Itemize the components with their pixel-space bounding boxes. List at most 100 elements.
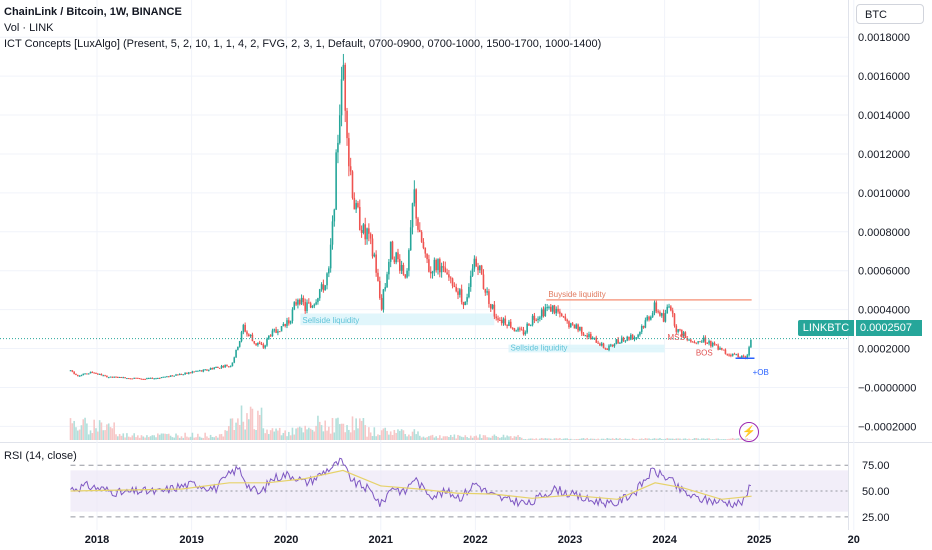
volume-bar bbox=[73, 420, 75, 440]
candle-body bbox=[426, 253, 428, 260]
candle-body bbox=[424, 247, 427, 254]
candle-body bbox=[722, 349, 725, 351]
volume-legend[interactable]: Vol · LINK bbox=[4, 22, 54, 34]
rsi-tick-label: 75.00 bbox=[862, 460, 890, 472]
volume-bar bbox=[717, 438, 719, 440]
volume-bar bbox=[298, 426, 301, 440]
volume-bar bbox=[415, 434, 417, 440]
candle-body bbox=[293, 302, 296, 310]
candle-body bbox=[229, 366, 232, 368]
volume-bar bbox=[706, 438, 709, 440]
volume-bar bbox=[127, 436, 130, 440]
volume-bar bbox=[382, 428, 385, 440]
volume-bar bbox=[231, 418, 234, 440]
last-price-tag: 0.0002507 bbox=[856, 320, 922, 336]
symbol-title[interactable]: ChainLink / Bitcoin, 1W, BINANCE bbox=[4, 6, 182, 18]
sellside-liquidity-zone bbox=[300, 313, 495, 326]
candle-body bbox=[477, 266, 479, 271]
candle-body bbox=[409, 227, 412, 251]
volume-bar bbox=[75, 427, 77, 440]
volume-bar bbox=[157, 433, 159, 440]
candle-body bbox=[595, 337, 598, 343]
candle-body bbox=[177, 374, 179, 376]
candle-body bbox=[690, 339, 692, 342]
volume-bar bbox=[486, 437, 488, 440]
candle-body bbox=[104, 375, 106, 377]
volume-bar bbox=[107, 423, 110, 440]
candle-body bbox=[442, 266, 445, 268]
candle-body bbox=[419, 229, 421, 233]
volume-bar bbox=[595, 439, 598, 440]
candle-body bbox=[257, 342, 259, 346]
candle-body bbox=[89, 371, 92, 374]
candle-body bbox=[129, 378, 132, 380]
rsi-ma-line bbox=[70, 469, 752, 500]
candle-body bbox=[133, 377, 135, 379]
volume-bar bbox=[348, 429, 350, 440]
volume-bar bbox=[739, 438, 741, 440]
candle-body bbox=[475, 258, 478, 267]
volume-bar bbox=[648, 438, 650, 440]
volume-bar bbox=[488, 437, 490, 440]
volume-bar bbox=[562, 438, 565, 440]
volume-bar bbox=[544, 438, 547, 440]
volume-bar bbox=[637, 439, 639, 440]
candle-body bbox=[113, 376, 115, 378]
candle-body bbox=[504, 318, 507, 325]
volume-bar bbox=[548, 438, 550, 440]
candle-body bbox=[719, 347, 721, 350]
volume-bar bbox=[137, 435, 139, 440]
volume-bar bbox=[409, 436, 412, 440]
candle-body bbox=[750, 339, 752, 348]
volume-bar bbox=[278, 427, 281, 440]
candle-body bbox=[540, 309, 543, 318]
volume-bar bbox=[591, 438, 594, 440]
rsi-legend[interactable]: RSI (14, close) bbox=[4, 450, 77, 462]
volume-bar bbox=[722, 439, 725, 440]
volume-bar bbox=[100, 422, 103, 440]
candle-body bbox=[746, 355, 749, 360]
volume-bar bbox=[173, 437, 176, 440]
rsi-tick-label: 25.00 bbox=[862, 512, 890, 524]
volume-bar bbox=[462, 437, 465, 440]
candle-body bbox=[488, 291, 490, 304]
candle-body bbox=[537, 318, 539, 321]
volume-bar bbox=[713, 439, 716, 440]
candle-body bbox=[726, 353, 729, 355]
indicator-legend[interactable]: ICT Concepts [LuxAlgo] (Present, 5, 2, 1… bbox=[4, 38, 602, 50]
volume-bar bbox=[393, 429, 396, 440]
volume-bar bbox=[644, 438, 647, 440]
candle-body bbox=[231, 362, 234, 367]
candle-body bbox=[366, 228, 368, 240]
volume-bar bbox=[149, 436, 152, 440]
volume-bar bbox=[671, 438, 674, 440]
volume-bar bbox=[566, 438, 568, 440]
volume-bar bbox=[288, 431, 290, 440]
candle-body bbox=[575, 324, 578, 329]
candle-body bbox=[166, 376, 168, 378]
candle-body bbox=[624, 340, 627, 342]
candle-body bbox=[351, 171, 354, 198]
candle-body bbox=[380, 297, 383, 310]
candle-body bbox=[535, 319, 538, 321]
currency-button[interactable]: BTC bbox=[856, 4, 924, 24]
volume-bar bbox=[455, 438, 457, 440]
candle-body bbox=[349, 166, 352, 172]
volume-bar bbox=[642, 439, 645, 440]
candle-body bbox=[515, 330, 518, 332]
structure-label: BOS bbox=[696, 348, 713, 357]
candle-body bbox=[102, 375, 105, 377]
candle-body bbox=[360, 230, 363, 233]
candle-body bbox=[557, 308, 559, 312]
lightning-bolt-icon[interactable]: ⚡ bbox=[739, 422, 759, 442]
volume-bar bbox=[504, 437, 507, 440]
volume-bar bbox=[680, 439, 683, 440]
volume-bar bbox=[577, 438, 579, 440]
volume-bar bbox=[207, 437, 210, 440]
symbol-legend[interactable]: ChainLink / Bitcoin, 1W, BINANCE bbox=[4, 6, 182, 18]
candle-body bbox=[717, 345, 719, 350]
volume-bar bbox=[344, 432, 347, 440]
volume-bar bbox=[719, 439, 721, 440]
